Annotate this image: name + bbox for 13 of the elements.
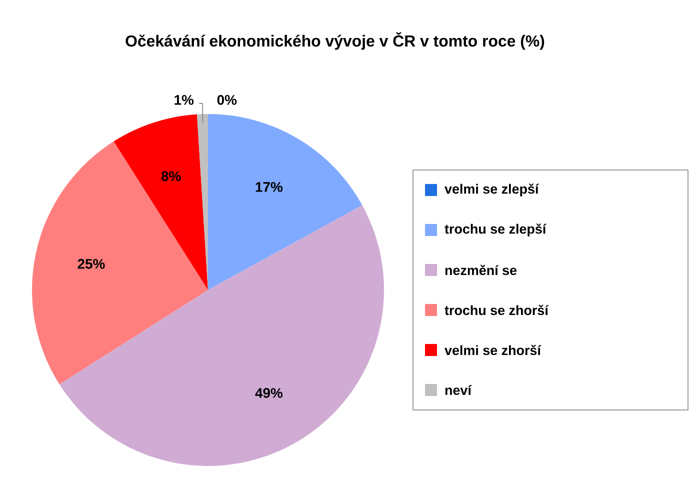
data-label: 1%: [174, 95, 194, 105]
data-label: 49%: [255, 388, 283, 398]
data-label: 8%: [161, 171, 181, 182]
legend-label: velmi se zlepší: [444, 184, 540, 196]
text: 0%: [217, 94, 237, 105]
legend-label: trochu se zhorší: [444, 304, 549, 316]
legend-label: nezmění se: [445, 264, 517, 276]
legend-label: neví: [445, 384, 472, 395]
legend-label: trochu se zlepší: [444, 224, 547, 236]
chart-title: Očekávání ekonomického vývoje v ČR v tomto roce (%): [126, 32, 544, 50]
legend-label: velmi se zhorší: [444, 344, 542, 356]
data-label: 25%: [78, 258, 105, 269]
data-label: 17%: [256, 182, 283, 192]
